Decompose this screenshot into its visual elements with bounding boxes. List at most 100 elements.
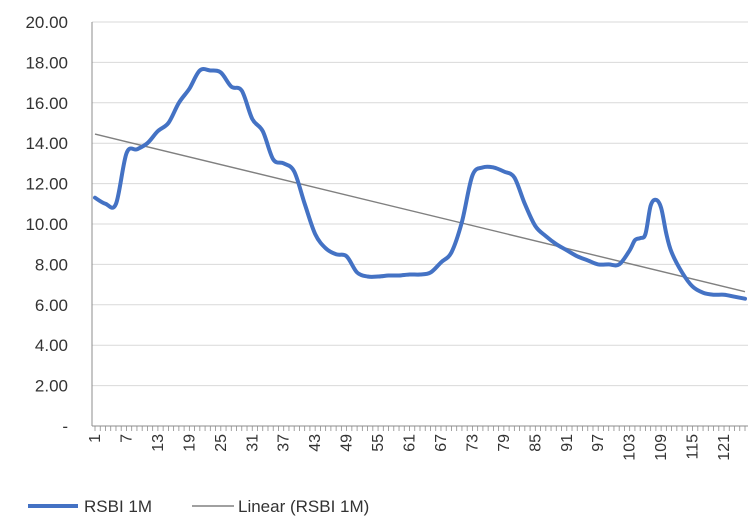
- data-point-rsbi-1m: [492, 166, 495, 169]
- data-point-rsbi-1m: [387, 274, 390, 277]
- data-point-rsbi-1m: [670, 251, 673, 254]
- data-point-rsbi-1m: [251, 118, 254, 121]
- data-point-rsbi-1m: [665, 233, 668, 236]
- data-point-rsbi-1m: [377, 275, 380, 278]
- data-point-rsbi-1m: [565, 249, 568, 252]
- data-point-rsbi-1m: [261, 130, 264, 133]
- data-point-rsbi-1m: [335, 253, 338, 256]
- data-point-rsbi-1m: [104, 202, 107, 205]
- data-point-rsbi-1m: [188, 87, 191, 90]
- data-point-rsbi-1m: [576, 255, 579, 258]
- data-point-rsbi-1m: [744, 297, 747, 300]
- data-point-rsbi-1m: [633, 239, 636, 242]
- x-tick-label: 91: [559, 434, 576, 452]
- data-point-rsbi-1m: [345, 255, 348, 258]
- data-point-rsbi-1m: [555, 243, 558, 246]
- data-point-rsbi-1m: [146, 142, 149, 145]
- data-point-rsbi-1m: [303, 202, 306, 205]
- y-tick-label: 2.00: [35, 377, 68, 396]
- data-point-rsbi-1m: [314, 233, 317, 236]
- data-point-rsbi-1m: [660, 206, 663, 209]
- data-point-rsbi-1m: [94, 196, 97, 199]
- data-point-rsbi-1m: [597, 263, 600, 266]
- y-tick-label: -: [62, 417, 68, 436]
- x-tick-label: 37: [276, 434, 293, 452]
- data-point-rsbi-1m: [219, 71, 222, 74]
- data-point-rsbi-1m: [607, 263, 610, 266]
- data-point-rsbi-1m: [481, 166, 484, 169]
- data-point-rsbi-1m: [460, 221, 463, 224]
- x-tick-label: 109: [653, 434, 670, 461]
- x-tick-label: 79: [496, 434, 513, 452]
- data-point-rsbi-1m: [366, 275, 369, 278]
- data-point-rsbi-1m: [209, 69, 212, 72]
- x-tick-label: 85: [527, 434, 544, 452]
- data-point-rsbi-1m: [429, 271, 432, 274]
- data-point-rsbi-1m: [408, 273, 411, 276]
- data-point-rsbi-1m: [419, 273, 422, 276]
- data-point-rsbi-1m: [513, 176, 516, 179]
- data-point-rsbi-1m: [282, 162, 285, 165]
- data-point-rsbi-1m: [654, 198, 657, 201]
- x-tick-label: 19: [181, 434, 198, 452]
- x-tick-label: 97: [590, 434, 607, 452]
- x-tick-label: 67: [433, 434, 450, 452]
- data-point-rsbi-1m: [502, 170, 505, 173]
- data-point-rsbi-1m: [471, 174, 474, 177]
- x-tick-label: 115: [685, 434, 702, 460]
- data-point-rsbi-1m: [230, 85, 233, 88]
- y-tick-label: 18.00: [25, 53, 68, 72]
- data-point-rsbi-1m: [356, 271, 359, 274]
- data-point-rsbi-1m: [733, 295, 736, 298]
- data-point-rsbi-1m: [702, 291, 705, 294]
- data-point-rsbi-1m: [135, 148, 138, 151]
- x-tick-label: 61: [402, 434, 419, 452]
- data-point-rsbi-1m: [293, 170, 296, 173]
- series: [93, 67, 747, 301]
- y-axis-tick-labels: - 2.00 4.00 6.00 8.00 10.00 12.00 14.00 16.00 18.…: [25, 13, 68, 436]
- x-tick-label: 1: [87, 434, 104, 443]
- x-tick-label: 43: [307, 434, 324, 452]
- data-point-rsbi-1m: [240, 89, 243, 92]
- data-point-rsbi-1m: [644, 233, 647, 236]
- y-tick-label: 14.00: [25, 134, 68, 153]
- data-point-rsbi-1m: [586, 259, 589, 262]
- data-point-rsbi-1m: [523, 202, 526, 205]
- y-tick-label: 20.00: [25, 13, 68, 32]
- data-point-rsbi-1m: [125, 152, 128, 155]
- series-line-rsbi-1m: [93, 67, 747, 301]
- data-point-rsbi-1m: [649, 204, 652, 207]
- y-tick-label: 10.00: [25, 215, 68, 234]
- data-point-rsbi-1m: [691, 285, 694, 288]
- legend-label-rsbi-1m: RSBI 1M: [84, 497, 152, 516]
- x-tick-label: 103: [622, 434, 639, 461]
- data-point-rsbi-1m: [618, 263, 621, 266]
- trendline-linear-rsbi-1m: [94, 133, 746, 293]
- y-tick-label: 6.00: [35, 296, 68, 315]
- data-point-rsbi-1m: [156, 130, 159, 133]
- data-point-rsbi-1m: [534, 225, 537, 228]
- data-point-rsbi-1m: [639, 237, 642, 240]
- axes: [91, 22, 748, 431]
- data-point-rsbi-1m: [115, 202, 118, 205]
- x-tick-label: 25: [213, 434, 230, 452]
- y-tick-label: 12.00: [25, 175, 68, 194]
- data-point-rsbi-1m: [681, 271, 684, 274]
- x-tick-label: 55: [370, 434, 387, 452]
- legend-label-linear-trend: Linear (RSBI 1M): [238, 497, 369, 516]
- x-tick-label: 73: [464, 434, 481, 452]
- x-axis-tick-labels: 1 7 13 19 25 31 37 43 49 55 61 67 73 79 85 91 97 103 109 11…: [87, 434, 733, 461]
- data-point-rsbi-1m: [544, 235, 547, 238]
- data-point-rsbi-1m: [628, 249, 631, 252]
- x-tick-label: 49: [339, 434, 356, 452]
- x-tick-label: 13: [150, 434, 167, 452]
- x-tick-label: 31: [244, 434, 261, 452]
- data-point-rsbi-1m: [440, 261, 443, 264]
- legend[interactable]: RSBI 1M Linear (RSBI 1M): [28, 497, 369, 516]
- data-point-rsbi-1m: [450, 251, 453, 254]
- gridlines: [92, 21, 748, 387]
- data-point-rsbi-1m: [272, 158, 275, 161]
- data-point-rsbi-1m: [198, 69, 201, 72]
- data-point-rsbi-1m: [177, 101, 180, 104]
